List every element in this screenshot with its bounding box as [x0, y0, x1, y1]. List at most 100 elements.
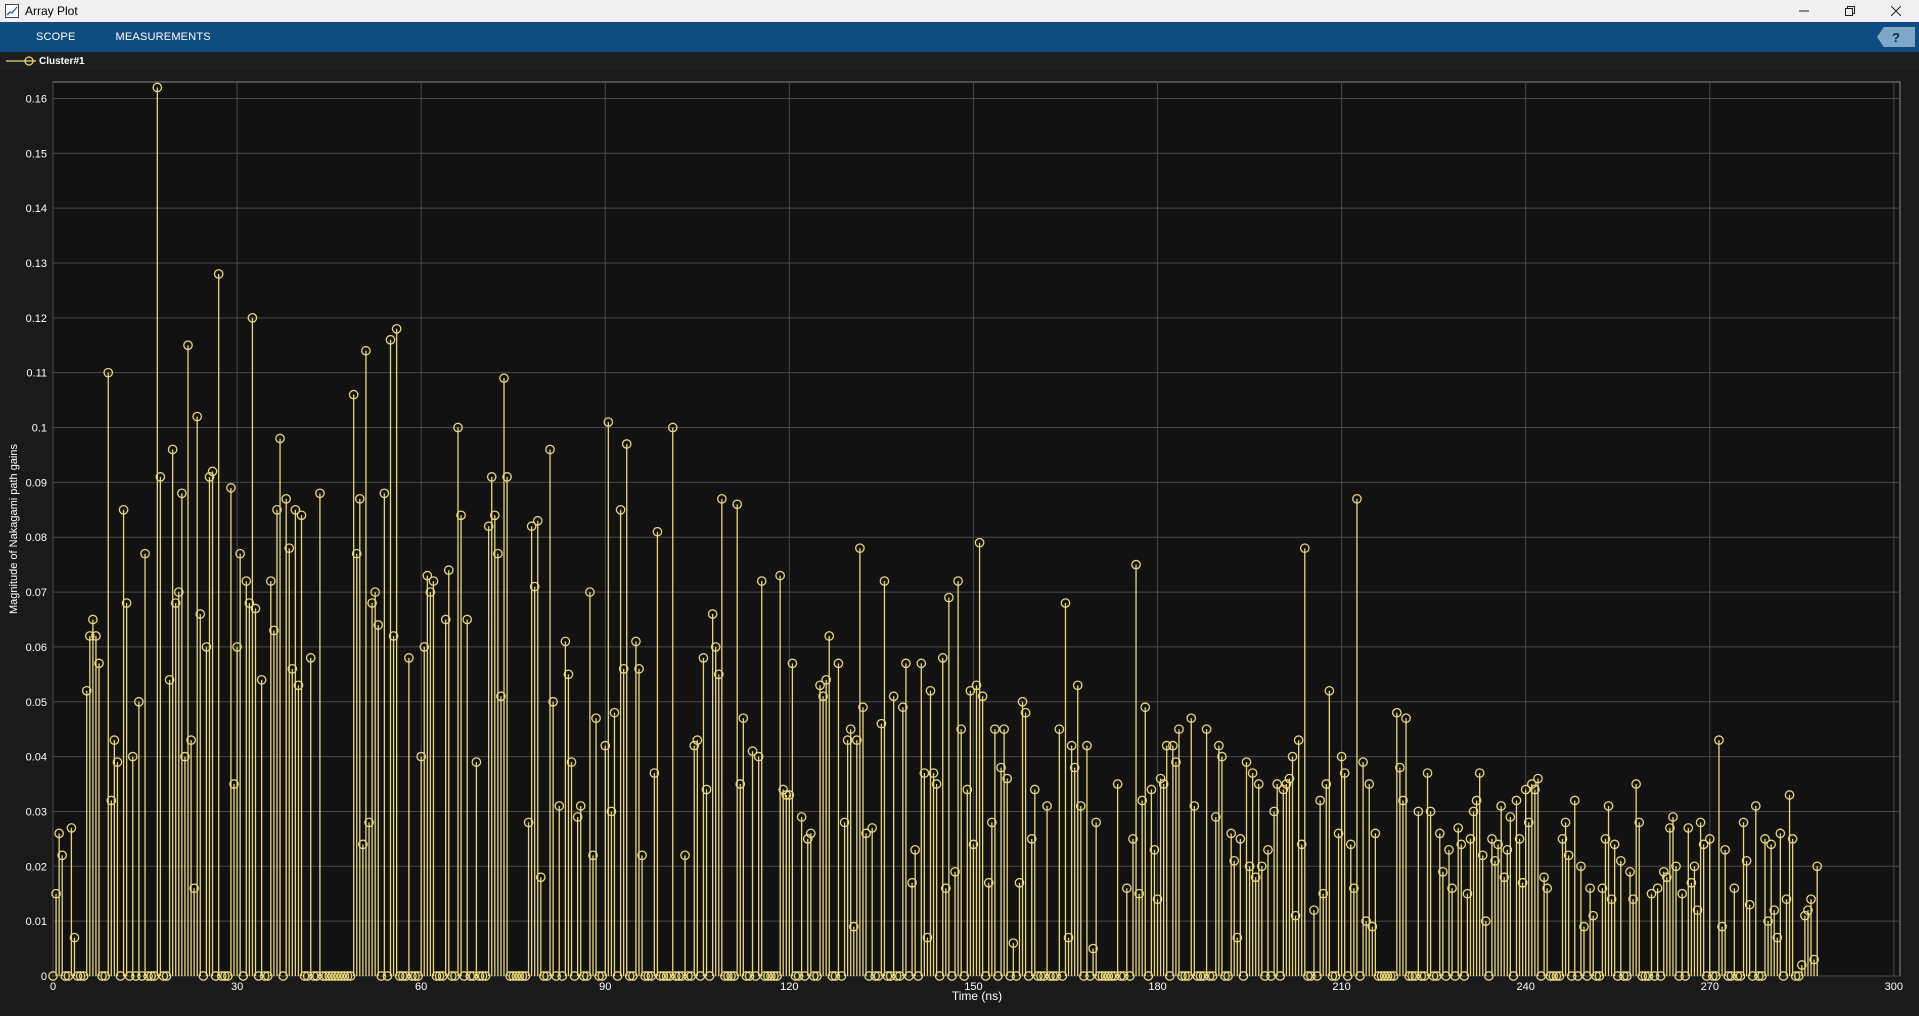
stem-marker: [1723, 971, 1734, 981]
stem-marker: [1579, 921, 1589, 932]
stem-marker: [652, 526, 663, 537]
stem-marker: [1281, 779, 1292, 789]
stem-marker: [167, 444, 178, 455]
stem-marker: [778, 784, 789, 795]
stem-marker: [1766, 839, 1776, 850]
stem-marker: [496, 691, 506, 702]
stem-marker: [1284, 773, 1295, 784]
stem-marker: [1217, 751, 1227, 762]
stem-marker: [1158, 779, 1169, 789]
stem-marker: [265, 576, 276, 586]
stem-marker: [520, 971, 531, 981]
stem-marker: [1508, 971, 1519, 981]
stem-marker: [1499, 872, 1510, 883]
stem-marker: [1223, 971, 1233, 981]
stem-marker: [1275, 971, 1286, 981]
stem-marker: [907, 877, 917, 888]
stem-marker: [1692, 905, 1703, 916]
stem-marker: [937, 653, 948, 663]
stem-marker: [1622, 971, 1632, 981]
stem-marker: [1582, 971, 1592, 981]
stem-marker: [453, 422, 463, 433]
stem-marker: [588, 850, 598, 861]
stem-marker: [1149, 845, 1160, 855]
stem-marker: [127, 751, 138, 762]
stem-marker: [370, 587, 381, 597]
stem-marker: [407, 971, 417, 981]
stem-marker: [1649, 971, 1660, 981]
stem-marker: [1585, 883, 1595, 894]
close-button[interactable]: [1873, 0, 1919, 22]
stem-marker: [965, 685, 976, 696]
stem-marker: [557, 971, 568, 981]
y-tick-label: 0.13: [26, 258, 47, 270]
stem-marker: [1349, 883, 1359, 894]
stem-marker: [1174, 724, 1184, 735]
y-tick-label: 0.07: [26, 587, 47, 599]
stem-marker: [293, 680, 304, 691]
y-tick-label: 0.14: [26, 203, 47, 215]
stem-marker: [646, 971, 657, 981]
x-tick-label: 300: [1885, 981, 1903, 993]
stem-marker: [1612, 971, 1623, 981]
stem-marker: [1048, 971, 1059, 981]
stem-marker: [1192, 971, 1203, 981]
stem-marker: [1321, 779, 1332, 789]
stem-marker: [1778, 971, 1789, 981]
stem-marker: [1355, 971, 1365, 981]
stem-marker: [606, 806, 617, 817]
array-plot-chart[interactable]: 0 0.01 0.02 0.03 0.04 0.05 0.06 0.07 0.08 0.09 0.1…: [0, 70, 1919, 1011]
stem-marker: [1796, 960, 1807, 970]
stem-marker: [1054, 724, 1065, 735]
stem-marker: [1729, 883, 1740, 894]
stem-marker: [1533, 773, 1543, 784]
tab-scope[interactable]: SCOPE: [36, 31, 76, 43]
stem-marker: [1526, 779, 1537, 789]
stem-marker: [54, 828, 64, 839]
legend-label[interactable]: Cluster#1: [39, 55, 85, 67]
stem-marker: [471, 757, 482, 767]
stem-marker: [805, 828, 816, 839]
stem-marker: [1603, 801, 1614, 811]
stem-marker: [155, 472, 166, 482]
stem-marker: [628, 971, 638, 981]
stem-marker: [51, 888, 61, 899]
restore-button[interactable]: [1827, 0, 1873, 22]
stem-marker: [898, 702, 908, 713]
stem-marker: [523, 817, 534, 828]
stem-marker: [1434, 828, 1445, 839]
stem-marker: [1303, 971, 1313, 981]
stem-marker: [1572, 971, 1583, 981]
stem-marker: [1594, 971, 1605, 981]
stem-marker: [1210, 812, 1221, 822]
stem-marker: [100, 971, 111, 981]
x-tick-label: 180: [1148, 981, 1166, 993]
stem-marker: [1180, 971, 1190, 981]
stem-marker: [173, 587, 184, 597]
stem-marker: [440, 614, 451, 625]
minimize-button[interactable]: [1781, 0, 1827, 22]
stem-marker: [999, 724, 1009, 735]
stem-marker: [164, 674, 175, 685]
stem-marker: [1545, 971, 1556, 981]
stem-marker: [741, 971, 752, 981]
stem-marker: [180, 751, 190, 762]
stem-marker: [1511, 795, 1522, 806]
stem-marker: [1800, 910, 1810, 921]
stem-marker: [1373, 971, 1384, 981]
stem-marker: [888, 691, 899, 702]
stem-marker: [713, 669, 724, 680]
stem-marker: [916, 658, 927, 669]
stem-marker: [413, 971, 423, 981]
tab-measurements[interactable]: MEASUREMENTS: [115, 31, 211, 43]
stem-marker: [1161, 740, 1172, 751]
stem-marker: [1014, 877, 1025, 888]
stem-marker: [241, 576, 252, 586]
stem-marker: [940, 883, 951, 894]
stem-marker: [1652, 883, 1663, 894]
stem-marker: [1410, 971, 1421, 981]
stem-marker: [1447, 883, 1457, 894]
stem-marker: [1241, 757, 1252, 767]
help-button[interactable]: ?: [1877, 27, 1915, 47]
stem-marker: [879, 576, 890, 586]
